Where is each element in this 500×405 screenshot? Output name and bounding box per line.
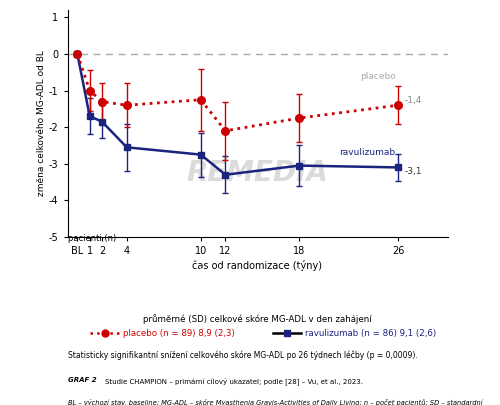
Text: Studie CHAMPION – primární cílový ukazatel; podle [28] – Vu, et al., 2023.: Studie CHAMPION – primární cílový ukazat… <box>105 377 363 385</box>
Text: 78: 78 <box>392 269 404 277</box>
Text: -1,4: -1,4 <box>404 96 421 105</box>
Text: 86  84: 86 84 <box>200 292 227 301</box>
Text: 84: 84 <box>121 269 132 277</box>
Text: 84  83: 84 83 <box>200 269 227 277</box>
Text: ravulizumab: ravulizumab <box>340 148 396 157</box>
Text: -3,1: -3,1 <box>404 167 422 176</box>
Y-axis label: změna celkového MG-ADL od BL: změna celkového MG-ADL od BL <box>37 51 46 196</box>
Text: placebo: placebo <box>360 72 396 81</box>
X-axis label: čas od randomizace (týny): čas od randomizace (týny) <box>192 260 322 271</box>
Text: průměrné (SD) celkové skóre MG-ADL v den zahájení: průměrné (SD) celkové skóre MG-ADL v den… <box>143 314 372 324</box>
Text: 86 83 86: 86 83 86 <box>73 269 112 277</box>
Text: placebo (n = 89) 8,9 (2,3): placebo (n = 89) 8,9 (2,3) <box>122 329 234 338</box>
Text: Statisticky signifikantní snížení celkového skóre MG-ADL po 26 týdnech léčby (p : Statisticky signifikantní snížení celkov… <box>68 351 417 360</box>
Text: 84: 84 <box>121 292 132 301</box>
Text: 82: 82 <box>392 292 404 301</box>
Text: 82: 82 <box>294 292 305 301</box>
Text: 89 85 87: 89 85 87 <box>73 292 112 301</box>
Text: 82: 82 <box>294 269 305 277</box>
Text: placebo: placebo <box>72 292 107 301</box>
Text: BL – výchozí stav, baseline; MG-ADL – skóre Myasthenia Gravis-Activities of Dail: BL – výchozí stav, baseline; MG-ADL – sk… <box>68 399 482 405</box>
Text: GRAF 2: GRAF 2 <box>68 377 96 383</box>
Text: ravulizumab: ravulizumab <box>72 269 128 277</box>
Text: pacienti (n): pacienti (n) <box>68 234 116 243</box>
Text: REMEDIA: REMEDIA <box>186 160 328 188</box>
Text: ravulizumab (n = 86) 9,1 (2,6): ravulizumab (n = 86) 9,1 (2,6) <box>305 329 436 338</box>
